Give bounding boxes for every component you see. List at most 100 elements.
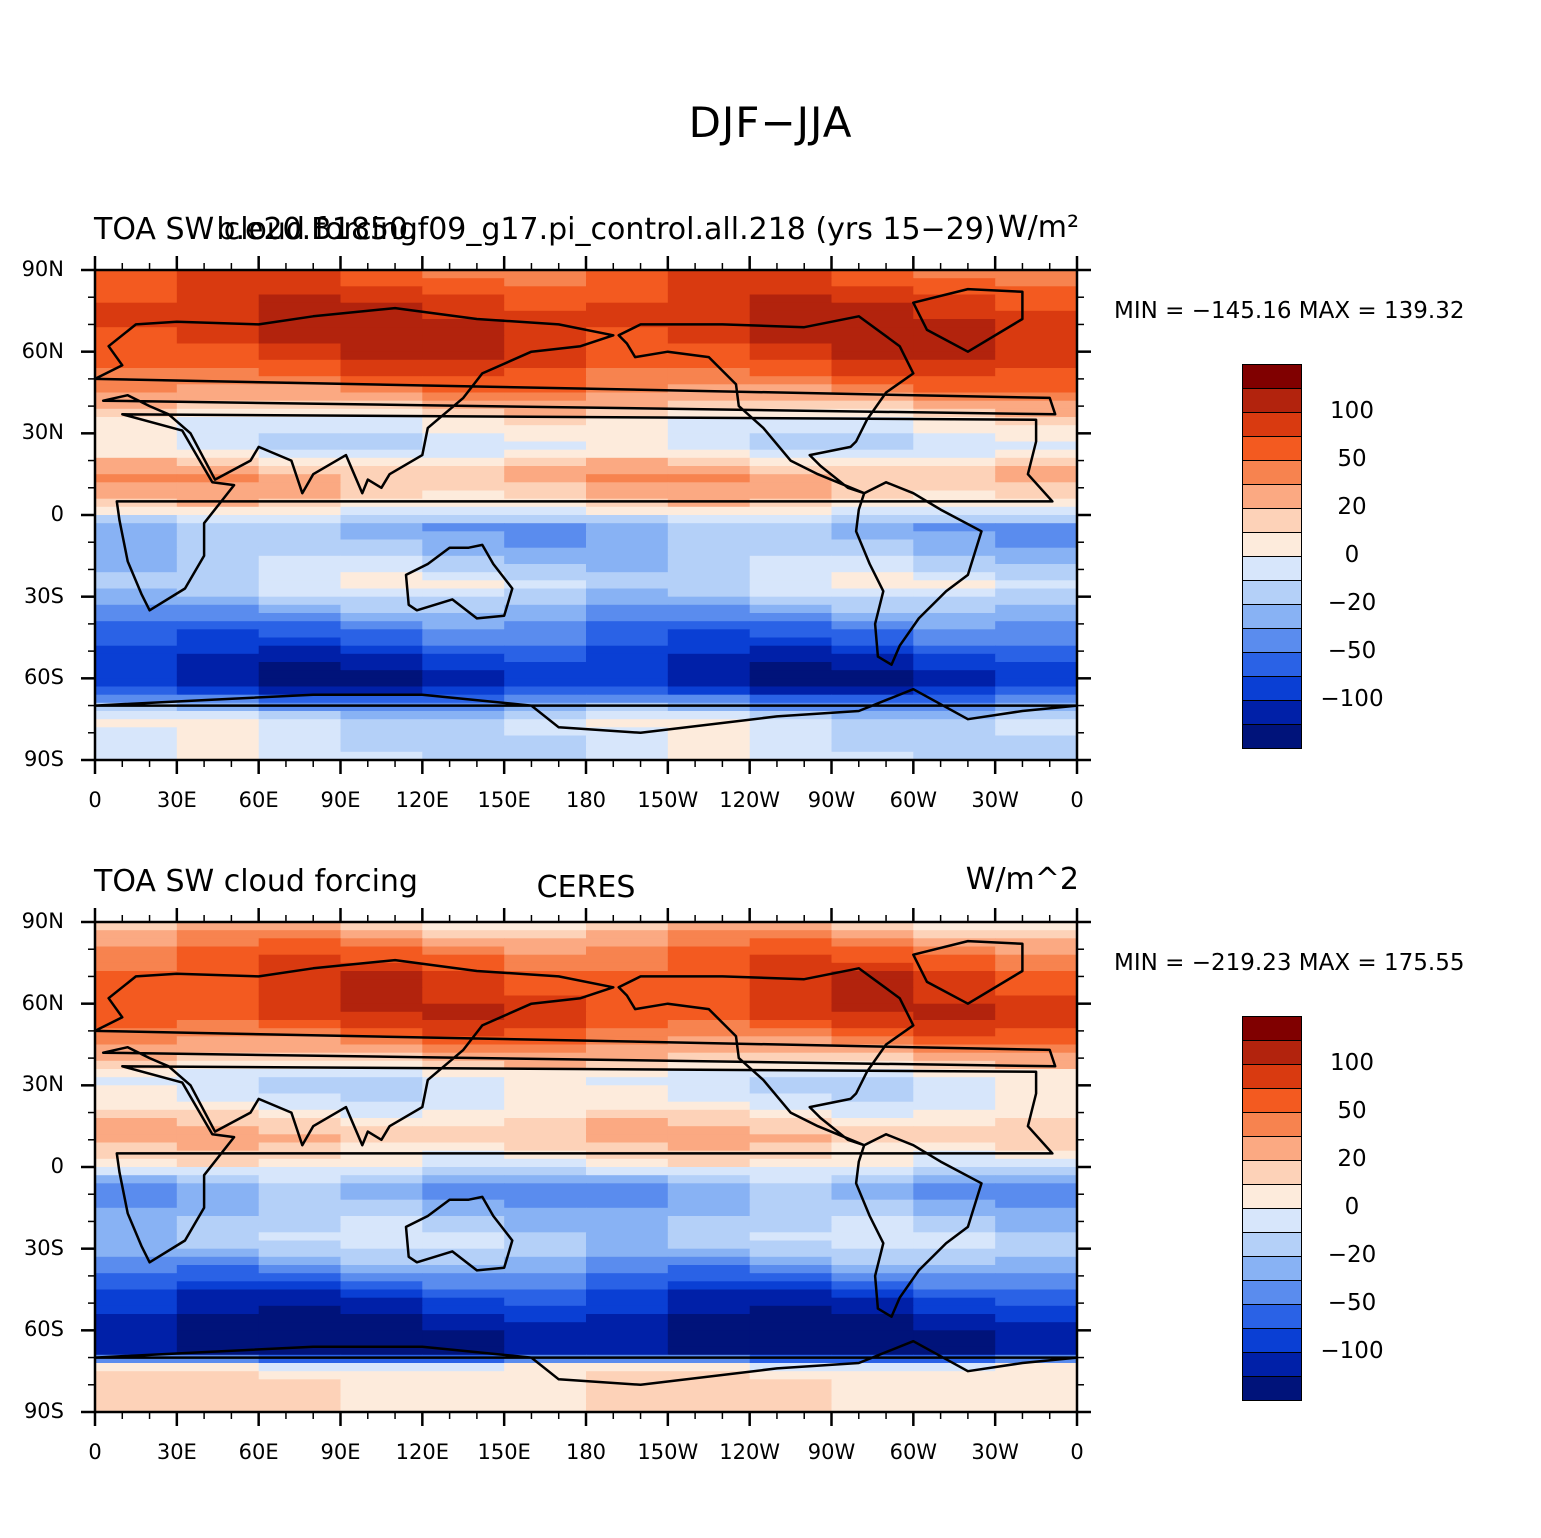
field-cell	[176, 637, 260, 647]
field-cell	[504, 588, 587, 598]
field-cell	[258, 596, 342, 606]
field-cell	[422, 1167, 505, 1176]
field-cell	[667, 694, 751, 704]
field-cell	[995, 1265, 1078, 1274]
field-cell	[667, 727, 751, 737]
field-cell	[258, 1297, 342, 1307]
field-cell	[995, 1314, 1078, 1323]
field-cell	[586, 1175, 669, 1184]
field-cell	[258, 433, 342, 443]
coastline	[115, 1065, 1054, 1264]
field-cell	[586, 653, 669, 663]
field-cell	[667, 1011, 751, 1021]
field-cell	[504, 962, 587, 972]
field-cell	[586, 1395, 669, 1405]
field-cell	[258, 1150, 342, 1160]
field-cell	[831, 1281, 914, 1291]
field-cell	[258, 1167, 342, 1176]
field-cell	[340, 1118, 423, 1127]
field-cell	[176, 294, 260, 304]
field-cell	[831, 310, 914, 320]
field-cell	[995, 1011, 1078, 1021]
field-cell	[176, 498, 260, 508]
field-cell	[258, 506, 342, 516]
field-cell	[95, 449, 178, 459]
field-cell	[586, 449, 669, 459]
field-cell	[831, 1395, 914, 1405]
field-cell	[831, 719, 914, 728]
field-cell	[258, 408, 342, 418]
field-cell	[340, 962, 423, 972]
field-cell	[258, 1256, 342, 1266]
field-cell	[749, 1077, 833, 1086]
field-cell	[340, 555, 423, 565]
field-cell	[667, 930, 751, 939]
field-cell	[749, 922, 833, 931]
field-cell	[913, 335, 996, 345]
field-cell	[831, 539, 914, 549]
field-cell	[667, 425, 751, 434]
field-cell	[258, 743, 342, 753]
field-cell	[504, 417, 587, 426]
field-cell	[586, 1003, 669, 1013]
lon-tick-label: 90E	[320, 1440, 361, 1464]
field-cell	[667, 1044, 751, 1054]
field-cell	[995, 482, 1078, 492]
field-cell	[995, 270, 1078, 279]
field-cell	[340, 278, 423, 287]
field-cell	[831, 637, 914, 647]
field-cell	[667, 539, 751, 549]
field-cell	[340, 580, 423, 590]
field-cell	[95, 1150, 178, 1160]
field-cell	[258, 1346, 342, 1356]
field-cell	[340, 368, 423, 377]
field-cell	[95, 702, 178, 712]
field-cell	[667, 368, 751, 377]
field-cell	[995, 727, 1078, 737]
field-cell	[422, 474, 505, 483]
lat-tick-label: 60N	[21, 990, 64, 1015]
field-cell	[422, 1330, 505, 1340]
field-cell	[504, 1224, 587, 1233]
field-cell	[749, 954, 833, 964]
coastline	[617, 967, 915, 1147]
field-cell	[504, 1109, 587, 1119]
field-cell	[176, 930, 260, 939]
field-cell	[749, 670, 833, 679]
field-cell	[749, 294, 833, 304]
field-cell	[340, 653, 423, 663]
field-cell	[586, 751, 669, 761]
field-cell	[831, 596, 914, 606]
field-cell	[995, 1216, 1078, 1225]
field-cell	[95, 1256, 178, 1266]
field-cell	[667, 457, 751, 467]
coastline	[115, 413, 1054, 612]
field-cell	[176, 1020, 260, 1029]
field-cell	[749, 376, 833, 385]
field-cell	[995, 531, 1078, 541]
field-cell	[95, 1036, 178, 1046]
field-cell	[586, 359, 669, 369]
field-cell	[586, 523, 669, 532]
field-cell	[340, 979, 423, 988]
field-cell	[504, 1265, 587, 1274]
field-cell	[913, 270, 996, 279]
field-cell	[749, 368, 833, 377]
field-cell	[586, 670, 669, 679]
lat-tick-label: 90S	[23, 1399, 64, 1423]
field-cell	[995, 506, 1078, 516]
field-cell	[913, 351, 996, 361]
field-cell	[422, 621, 505, 630]
field-cell	[913, 572, 996, 581]
field-cell	[667, 1199, 751, 1209]
field-cell	[749, 621, 833, 630]
field-cell	[913, 1297, 996, 1307]
field-cell	[995, 1346, 1078, 1356]
field-cell	[340, 678, 423, 688]
field-cell	[831, 474, 914, 483]
field-cell	[95, 719, 178, 728]
field-cell	[176, 1403, 260, 1413]
panel-left-title: TOA SW cloud forcing	[94, 864, 418, 899]
field-cell	[340, 466, 423, 475]
field-cell	[831, 751, 914, 761]
